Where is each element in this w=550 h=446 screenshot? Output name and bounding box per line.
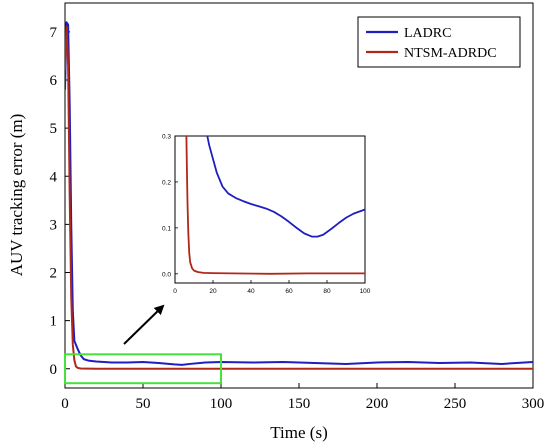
y-tick-label-6: 6 xyxy=(50,73,58,89)
inset-axis-ticks: 0 20 40 60 80 100 0.0 0.1 0.2 0.3 xyxy=(162,134,371,296)
x-tick-label-3: 150 xyxy=(288,396,311,412)
legend-box xyxy=(357,16,521,68)
inset-x-tick-label-3: 60 xyxy=(285,288,293,295)
y-tick-label-3: 3 xyxy=(50,217,58,233)
x-tick-label-2: 100 xyxy=(210,396,233,412)
inset-x-tick-label-2: 40 xyxy=(247,288,255,295)
inset-series-line-ladrc xyxy=(206,136,365,238)
y-tick-label-2: 2 xyxy=(50,266,58,282)
y-tick-label-4: 4 xyxy=(50,169,58,185)
inset-x-tick-label-1: 20 xyxy=(209,288,217,295)
y-tick-label-1: 1 xyxy=(50,314,58,330)
y-tick-label-7: 7 xyxy=(50,25,58,41)
series-line-ladrc xyxy=(65,21,533,366)
inset-series xyxy=(185,136,365,275)
x-tick-label-6: 300 xyxy=(522,396,545,412)
x-tick-label-5: 250 xyxy=(444,396,467,412)
inset-x-tick-label-0: 0 xyxy=(173,288,177,295)
zoom-arrow xyxy=(123,304,165,345)
main-series xyxy=(65,21,533,370)
x-axis-label: Time (s) xyxy=(270,423,327,442)
legend-label-ladrc: LADRC xyxy=(404,26,451,41)
inset-y-tick-label-1: 0.1 xyxy=(162,225,171,232)
x-tick-label-0: 0 xyxy=(61,396,69,412)
y-axis-label: AUV tracking error (m) xyxy=(7,114,26,277)
legend-label-ntsm-adrdc: NTSM-ADRDC xyxy=(404,46,497,61)
inset-x-tick-label-5: 100 xyxy=(360,288,371,295)
x-tick-label-4: 200 xyxy=(366,396,389,412)
series-line-ntsm-adrdc xyxy=(65,26,533,370)
legend: LADRC NTSM-ADRDC xyxy=(357,16,521,68)
highlight-box xyxy=(64,353,222,385)
inset-series-line-ntsm-adrdc xyxy=(185,136,365,275)
y-tick-label-5: 5 xyxy=(50,121,58,137)
inset-y-tick-label-3: 0.3 xyxy=(162,134,171,141)
inset-x-tick-label-4: 80 xyxy=(323,288,331,295)
y-tick-label-0: 0 xyxy=(50,362,58,378)
inset-y-tick-label-0: 0.0 xyxy=(162,271,171,278)
inset-y-tick-label-2: 0.2 xyxy=(162,179,171,186)
x-tick-label-1: 50 xyxy=(136,396,151,412)
